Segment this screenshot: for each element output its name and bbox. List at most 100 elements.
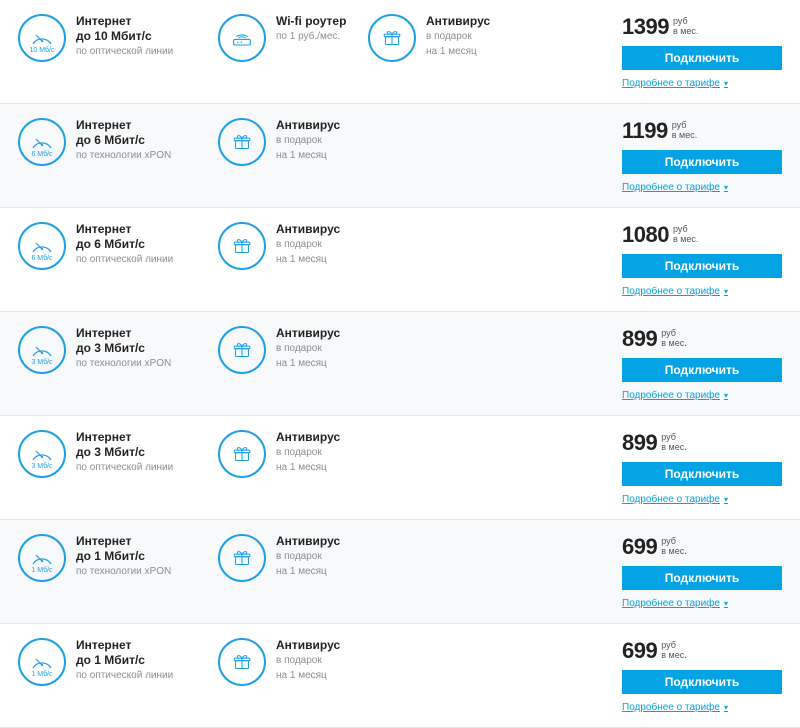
internet-title: Интернет <box>76 638 173 653</box>
internet-tech: по оптической линии <box>76 46 173 59</box>
speed-gauge-icon: 6 Мб/с <box>18 118 66 166</box>
price-line: 899рубв мес. <box>622 430 782 456</box>
antivirus-title: Антивирус <box>276 638 340 653</box>
internet-tech: по оптической линии <box>76 254 173 267</box>
internet-column: 3 Мб/с Интернетдо 3 Мбит/с по оптической л… <box>18 430 218 478</box>
internet-column: 6 Мб/сИнтернетдо 6 Мбит/спо оптической л… <box>18 222 218 270</box>
antivirus-title: Антивирус <box>276 222 340 237</box>
connect-button[interactable]: Подключить <box>622 150 782 174</box>
speed-badge: 3 Мб/с <box>20 359 64 366</box>
antivirus-column: Антивирус в подарок на 1 месяц <box>218 430 368 478</box>
more-link[interactable]: Подробнее о тарифе▾ <box>622 182 782 193</box>
antivirus-sub1: в подарок <box>426 31 490 44</box>
speed-badge: 1 Мб/с <box>20 567 64 574</box>
connect-button[interactable]: Подключить <box>622 358 782 382</box>
chevron-down-icon: ▾ <box>724 287 728 296</box>
more-link-label: Подробнее о тарифе <box>622 702 720 713</box>
speed-gauge-icon: 6 Мб/с <box>18 222 66 270</box>
internet-column: 3 Мб/сИнтернетдо 3 Мбит/спо технологии x… <box>18 326 218 374</box>
internet-speed: до 6 Мбит/с <box>76 237 173 252</box>
price-period: в мес. <box>661 651 686 661</box>
more-link-label: Подробнее о тарифе <box>622 494 720 505</box>
antivirus-title: Антивирус <box>276 118 340 133</box>
price-line: 899рубв мес. <box>622 326 782 352</box>
antivirus-sub2: на 1 месяц <box>276 462 340 475</box>
more-link[interactable]: Подробнее о тарифе ▾ <box>622 78 782 89</box>
internet-tech: по технологии xPON <box>76 150 171 163</box>
tariff-row: 3 Мб/сИнтернетдо 3 Мбит/спо технологии x… <box>0 312 800 416</box>
price-value: 899 <box>622 430 657 456</box>
more-link[interactable]: Подробнее о тарифе ▾ <box>622 390 782 401</box>
internet-column: 1 Мб/сИнтернетдо 1 Мбит/спо технологии x… <box>18 534 218 582</box>
more-link-label: Подробнее о тарифе <box>622 286 720 297</box>
speed-gauge-icon: 3 Мб/с <box>18 430 66 478</box>
antivirus-title: Антивирус <box>276 430 340 445</box>
price-value: 1399 <box>622 14 669 40</box>
tariff-row: 1 Мб/сИнтернетдо 1 Мбит/спо технологии x… <box>0 520 800 624</box>
antivirus-sub2: на 1 месяц <box>276 150 340 163</box>
internet-speed: до 3 Мбит/с <box>76 341 171 356</box>
chevron-down-icon: ▾ <box>724 79 728 88</box>
router-icon <box>218 14 266 62</box>
price-line: 1199рубв мес. <box>622 118 782 144</box>
tariff-row: 1 Мб/с Интернетдо 1 Мбит/с по оптической л… <box>0 624 800 728</box>
connect-button[interactable]: Подключить <box>622 566 782 590</box>
more-link[interactable]: Подробнее о тарифе ▾ <box>622 494 782 505</box>
price-value: 699 <box>622 638 657 664</box>
speed-badge: 10 Мб/с <box>20 47 64 54</box>
more-link-label: Подробнее о тарифе <box>622 78 720 89</box>
gift-icon <box>368 14 416 62</box>
antivirus-sub1: в подарок <box>276 239 340 252</box>
antivirus-sub2: на 1 месяц <box>276 566 340 579</box>
internet-title: Интернет <box>76 430 173 445</box>
gift-icon <box>218 326 266 374</box>
speed-gauge-icon: 1 Мб/с <box>18 638 66 686</box>
more-link-label: Подробнее о тарифе <box>622 390 720 401</box>
internet-speed: до 3 Мбит/с <box>76 445 173 460</box>
speed-badge: 3 Мб/с <box>20 463 64 470</box>
chevron-down-icon: ▾ <box>724 495 728 504</box>
gift-icon <box>218 430 266 478</box>
chevron-down-icon: ▾ <box>724 391 728 400</box>
connect-button[interactable]: Подключить <box>622 462 782 486</box>
antivirus-sub1: в подарок <box>276 551 340 564</box>
speed-badge: 1 Мб/с <box>20 671 64 678</box>
price-line: 1399рубв мес. <box>622 14 782 40</box>
price-period: в мес. <box>673 235 698 245</box>
speed-gauge-icon: 3 Мб/с <box>18 326 66 374</box>
internet-tech: по оптической линии <box>76 462 173 475</box>
internet-title: Интернет <box>76 534 171 549</box>
antivirus-sub1: в подарок <box>276 447 340 460</box>
price-period: в мес. <box>673 27 698 37</box>
price-column: 699рубв мес.ПодключитьПодробнее о тарифе… <box>622 534 782 609</box>
price-column: 699рубв мес. Подключить Подробнее о тарифе… <box>622 638 782 713</box>
antivirus-column: Антивирусв подарокна 1 месяц <box>368 14 518 62</box>
connect-button[interactable]: Подключить <box>622 254 782 278</box>
connect-button[interactable]: Подключить <box>622 670 782 694</box>
internet-speed: до 1 Мбит/с <box>76 653 173 668</box>
gift-icon <box>218 222 266 270</box>
connect-button[interactable]: Подключить <box>622 46 782 70</box>
internet-column: 6 Мб/сИнтернетдо 6 Мбит/спо технологии x… <box>18 118 218 166</box>
internet-tech: по оптической линии <box>76 670 173 683</box>
price-column: 899рубв мес. Подключить Подробнее о тарифе… <box>622 326 782 401</box>
antivirus-column: Антивирусв подарокна 1 месяц <box>218 326 368 374</box>
antivirus-title: Антивирус <box>276 326 340 341</box>
internet-column: 1 Мб/с Интернетдо 1 Мбит/с по оптической л… <box>18 638 218 686</box>
speed-gauge-icon: 1 Мб/с <box>18 534 66 582</box>
antivirus-column: Антивирус в подарок на 1 месяц <box>218 118 368 166</box>
router-sub: по 1 руб./мес. <box>276 31 346 44</box>
price-column: 1199рубв мес. Подключить Подробнее о тариф… <box>622 118 782 193</box>
antivirus-sub1: в подарок <box>276 135 340 148</box>
price-value: 1080 <box>622 222 669 248</box>
more-link[interactable]: Подробнее о тарифе ▾ <box>622 286 782 297</box>
antivirus-column: Антивирусв подарокна 1 месяц <box>218 638 368 686</box>
price-line: 699рубв мес. <box>622 638 782 664</box>
chevron-down-icon: ▾ <box>724 183 728 192</box>
more-link[interactable]: Подробнее о тарифе▾ <box>622 702 782 713</box>
gift-icon <box>218 118 266 166</box>
price-line: 1080рубв мес. <box>622 222 782 248</box>
more-link[interactable]: Подробнее о тарифе▾ <box>622 598 782 609</box>
price-period: в мес. <box>661 339 686 349</box>
internet-speed: до 1 Мбит/с <box>76 549 171 564</box>
